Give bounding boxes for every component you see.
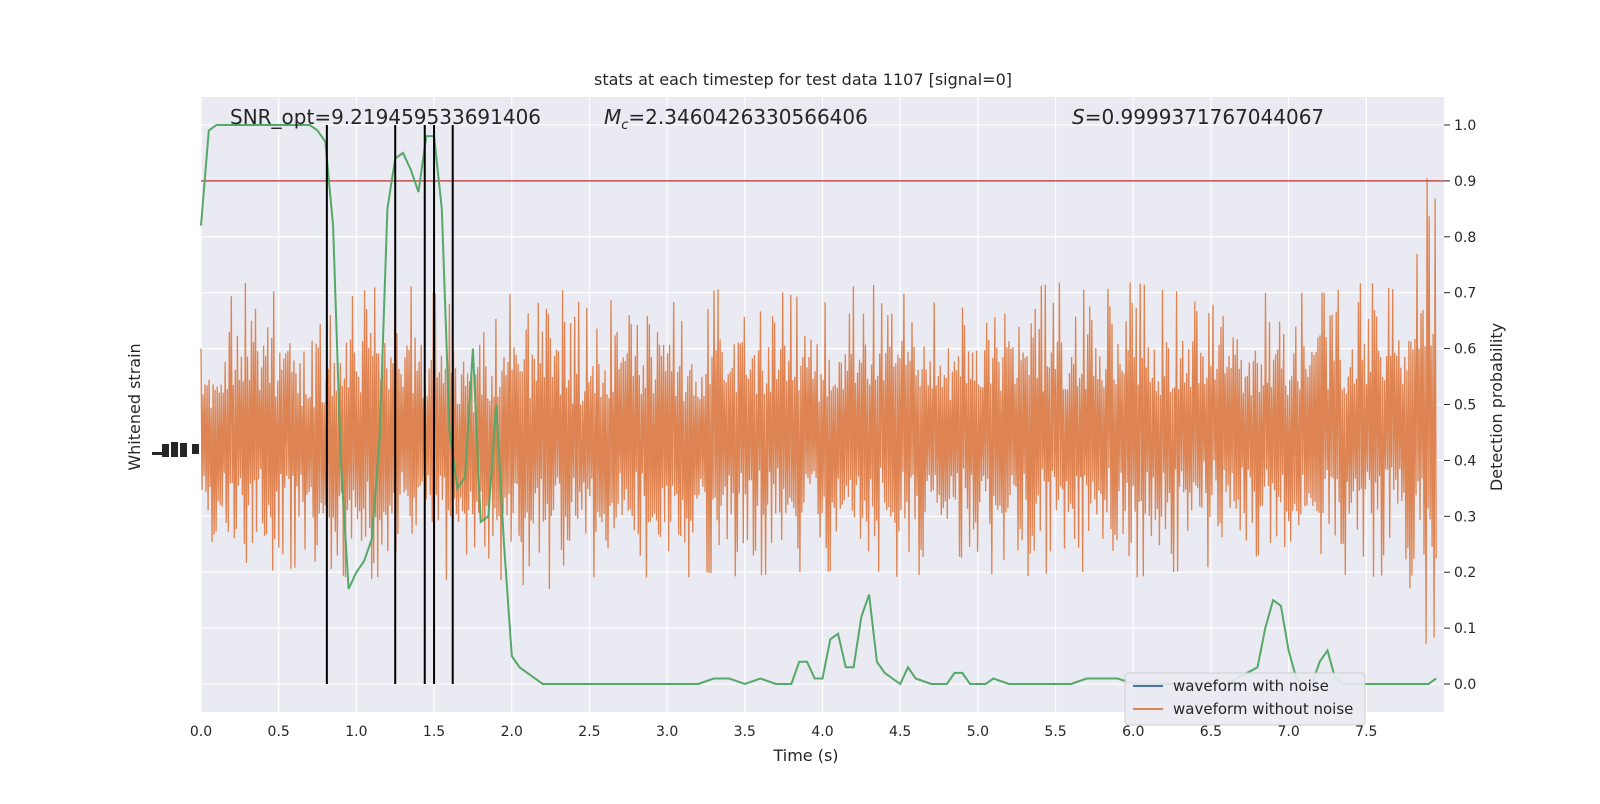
y-right-tick-label-8: 0.8 bbox=[1454, 230, 1476, 246]
x-tick-label-15: 7.5 bbox=[1355, 724, 1377, 740]
annotation-s: S=0.9999371767044067 bbox=[1072, 105, 1324, 129]
waveform-without-noise-line bbox=[200, 178, 1437, 644]
y-right-tick-label-9: 0.9 bbox=[1454, 174, 1476, 190]
left-axis-tick-labels-overlapped bbox=[152, 442, 199, 457]
detection-probability-line bbox=[200, 124, 1437, 686]
y-right-tick-label-1: 0.1 bbox=[1454, 621, 1476, 637]
legend-label-without-noise: waveform without noise bbox=[1173, 700, 1353, 718]
chart-title: stats at each timestep for test data 110… bbox=[594, 70, 1012, 89]
y-right-tick-label-2: 0.2 bbox=[1454, 565, 1476, 581]
y-right-tick-label-4: 0.4 bbox=[1454, 453, 1476, 469]
y-axis-label-left: Whitened strain bbox=[125, 343, 144, 470]
x-tick-label-13: 6.5 bbox=[1200, 724, 1222, 740]
x-tick-label-1: 0.5 bbox=[268, 724, 290, 740]
annotation-mc: Mc=2.3460426330566406 bbox=[604, 105, 868, 133]
x-axis-label: Time (s) bbox=[772, 746, 838, 765]
x-tick-label-4: 2.0 bbox=[501, 724, 523, 740]
event-markers-layer bbox=[325, 124, 454, 685]
x-tick-label-11: 5.5 bbox=[1044, 724, 1066, 740]
annotation-snr: SNR_opt=9.219459533691406 bbox=[230, 105, 541, 129]
x-tick-label-9: 4.5 bbox=[889, 724, 911, 740]
y-right-tick-label-10: 1.0 bbox=[1454, 118, 1476, 134]
y-right-tick-label-0: 0.0 bbox=[1454, 677, 1476, 693]
x-tick-label-6: 3.0 bbox=[656, 724, 678, 740]
annotation-s-value: =0.9999371767044067 bbox=[1085, 105, 1324, 129]
x-tick-label-8: 4.0 bbox=[811, 724, 833, 740]
annotation-mc-subscript: c bbox=[621, 118, 628, 133]
legend-label-with-noise: waveform with noise bbox=[1173, 677, 1329, 695]
legend-box bbox=[1124, 672, 1366, 726]
annotation-mc-value: =2.3460426330566406 bbox=[628, 105, 867, 129]
x-tick-label-14: 7.0 bbox=[1277, 724, 1299, 740]
annotation-mc-symbol: M bbox=[604, 105, 621, 129]
detection-probability-layer bbox=[200, 124, 1444, 686]
legend: waveform with noise waveform without noi… bbox=[1124, 672, 1366, 726]
x-tick-label-0: 0.0 bbox=[190, 724, 212, 740]
axes-layer: 0.0 0.5 1.0 1.5 2.0 2.5 3.0 3.5 4.0 4.5 5.0 5.5 6.0 6… bbox=[190, 118, 1476, 740]
annotation-s-symbol: S bbox=[1072, 105, 1085, 129]
y-right-tick-label-3: 0.3 bbox=[1454, 509, 1476, 525]
noise-signal-layer bbox=[200, 178, 1437, 644]
x-tick-label-3: 1.5 bbox=[423, 724, 445, 740]
y-right-tick-label-7: 0.7 bbox=[1454, 286, 1476, 302]
y-right-tick-label-5: 0.5 bbox=[1454, 398, 1476, 414]
x-tick-label-10: 5.0 bbox=[967, 724, 989, 740]
y-axis-label-right: Detection probability bbox=[1487, 323, 1506, 491]
x-tick-label-12: 6.0 bbox=[1122, 724, 1144, 740]
y-right-tick-label-6: 0.6 bbox=[1454, 342, 1476, 358]
x-tick-label-2: 1.0 bbox=[345, 724, 367, 740]
x-tick-label-7: 3.5 bbox=[734, 724, 756, 740]
x-tick-label-5: 2.5 bbox=[578, 724, 600, 740]
